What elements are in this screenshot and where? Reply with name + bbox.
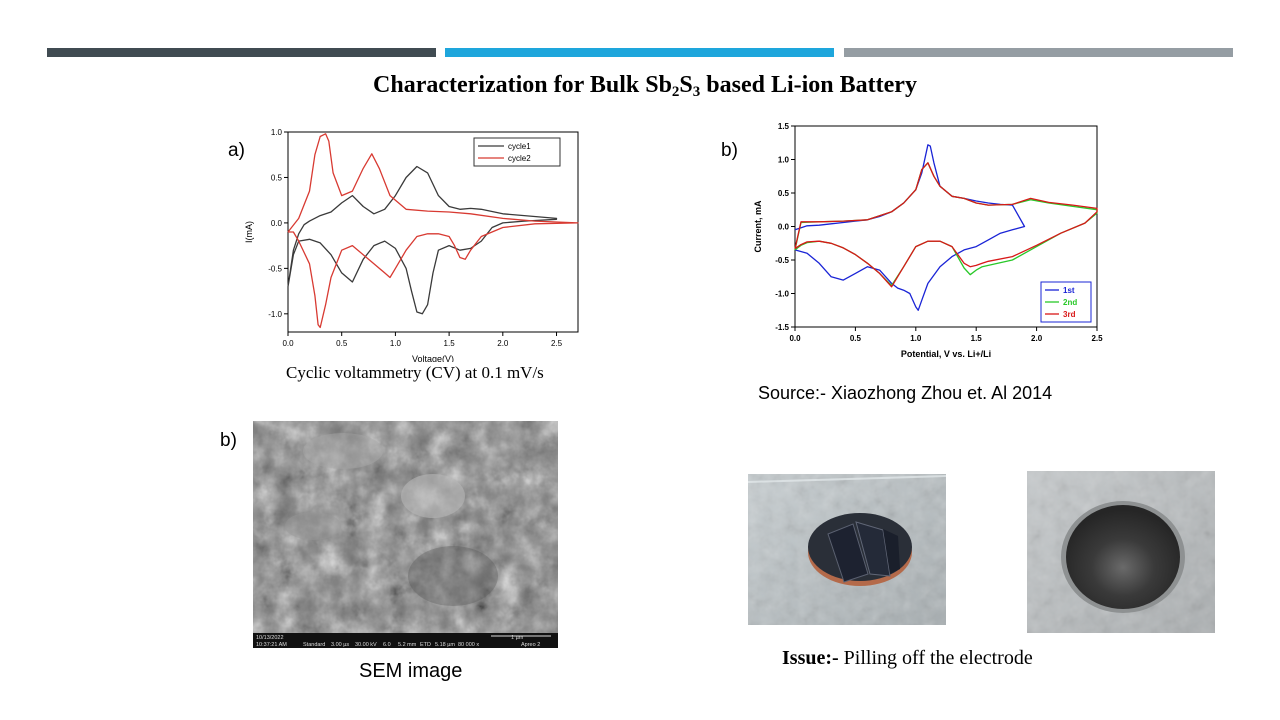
y-tick-label: 1.0 [778, 156, 790, 165]
reference-cv-chart: 0.0 0.5 1.0 1.5 2.0 2.5 1.5 1.0 0.5 0.0 -0.5 -1.0 -1… [753, 122, 1103, 359]
issue-text: Pilling off the electrode [838, 647, 1033, 669]
label-a: a) [228, 140, 245, 161]
sem-bar-det: ETD [420, 642, 431, 648]
legend-label: 1st [1063, 286, 1075, 295]
y-tick-label: 0.0 [778, 223, 790, 232]
sem-bar-date: 10/13/2022 [256, 635, 284, 641]
x-tick-label: 2.0 [497, 339, 509, 348]
y-axis-label: Current, mA [753, 200, 763, 253]
series-line-3rd [794, 162, 1098, 288]
sem-bar-mode: Standard [303, 642, 325, 648]
series-line-cycle1 [287, 165, 558, 315]
electrode-photo-2 [1027, 471, 1215, 633]
sem-bar-hfw: 5.18 µm [435, 642, 455, 648]
y-tick-label: -0.5 [775, 256, 789, 265]
legend-label: cycle1 [508, 142, 531, 151]
label-b-sem: b) [220, 430, 237, 451]
x-tick-label: 0.0 [282, 339, 294, 348]
x-tick-label: 0.5 [850, 334, 862, 343]
series-line-cycle2 [287, 133, 579, 329]
x-tick-label: 0.0 [789, 334, 801, 343]
issue-caption: Issue:- Pilling off the electrode [782, 647, 1033, 670]
x-tick-label: 0.5 [336, 339, 348, 348]
x-axis-label: Potential, V vs. Li+/Li [901, 349, 991, 359]
sem-bar-spot: 6.0 [383, 642, 391, 648]
source-caption: Source:- Xiaozhong Zhou et. Al 2014 [758, 383, 1053, 403]
x-tick-label: 1.0 [910, 334, 922, 343]
header-bar-grey [844, 48, 1233, 57]
y-tick-label: 1.0 [271, 128, 283, 137]
legend-label: 2nd [1063, 298, 1077, 307]
y-axis-label: I(mA) [244, 221, 254, 243]
sem-bar-brand: Apreo 2 [521, 642, 540, 648]
sem-bar-mag: 80 000 x [458, 642, 479, 648]
y-tick-label: 0.5 [778, 189, 790, 198]
y-tick-label: 1.5 [778, 122, 790, 131]
sem-bar-wd: 5.2 mm [398, 642, 417, 648]
x-tick-label: 1.0 [390, 339, 402, 348]
legend-label: cycle2 [508, 154, 531, 163]
y-tick-label: -0.5 [268, 264, 282, 273]
y-tick-label: -1.0 [268, 310, 282, 319]
sem-caption: SEM image [359, 660, 463, 682]
x-tick-label: 1.5 [971, 334, 983, 343]
legend-box [473, 137, 561, 167]
slide-title: Characterization for Bulk Sb2S3 based Li… [373, 72, 917, 100]
x-tick-label: 2.5 [551, 339, 563, 348]
sem-image: 10/13/2022 10:37:21 AM Standard 3.00 µs … [253, 421, 558, 648]
header-bar-dark [47, 48, 436, 57]
x-axis-label: Voltage(V) [412, 354, 454, 362]
y-tick-label: -1.0 [775, 290, 789, 299]
sem-bar-scale: 1 µm [511, 635, 524, 641]
x-tick-label: 2.5 [1091, 334, 1103, 343]
series-line-1st [794, 144, 1026, 311]
y-tick-label: 0.0 [271, 219, 283, 228]
cv-chart: 0.0 0.5 1.0 1.5 2.0 2.5 1.0 0.5 0.0 -0.5 -1.0 Volta… [244, 128, 579, 362]
cv-caption: Cyclic voltammetry (CV) at 0.1 mV/s [286, 363, 544, 382]
x-tick-label: 2.0 [1031, 334, 1043, 343]
issue-label: Issue:- [782, 647, 839, 669]
y-tick-label: -1.5 [775, 323, 789, 332]
series-line-2nd [794, 162, 1098, 287]
legend-label: 3rd [1063, 310, 1076, 319]
sem-bar-time: 10:37:21 AM [256, 642, 287, 648]
x-tick-label: 1.5 [444, 339, 456, 348]
header-bar-blue [445, 48, 834, 57]
electrode-photo-1 [748, 474, 946, 625]
sem-bar-dwell: 3.00 µs [331, 642, 349, 648]
y-tick-label: 0.5 [271, 173, 283, 182]
label-b-top: b) [721, 140, 738, 161]
sem-bar-hv: 30.00 kV [355, 642, 377, 648]
